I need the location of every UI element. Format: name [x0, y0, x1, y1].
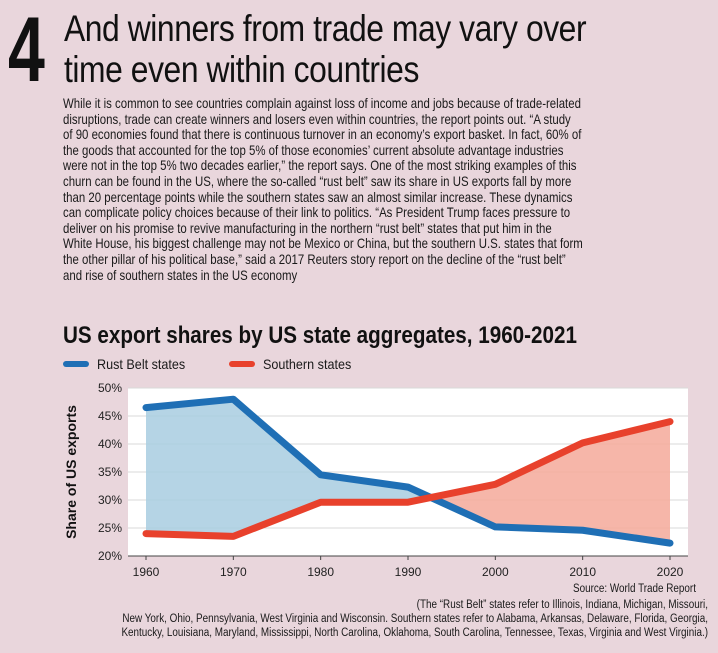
data-point-southern [494, 483, 497, 486]
x-tick-label: 2020 [657, 565, 684, 579]
chart-title: US export shares by US state aggregates,… [63, 322, 577, 349]
data-point-southern [669, 420, 671, 423]
source-note: Source: World Trade Report [573, 583, 696, 595]
section-number: 4 [8, 0, 45, 101]
body-line: than 20 percentage points while the sout… [63, 189, 573, 205]
headline-line: time even within countries [64, 49, 419, 90]
y-tick-label: 45% [98, 409, 122, 423]
data-point-rust-belt [581, 529, 584, 532]
legend-item-southern: Southern states [229, 356, 361, 372]
body-line: can complicate policy choices because of… [63, 205, 571, 221]
y-tick-label: 40% [98, 437, 122, 451]
legend-label: Rust Belt states [97, 356, 186, 372]
body-line: White House, his biggest challenge may n… [63, 236, 583, 252]
data-point-southern [407, 501, 409, 504]
y-axis-label: Share of US exports [63, 405, 79, 539]
data-point-rust-belt [669, 542, 671, 545]
headline: And winners from trade may vary over tim… [64, 8, 704, 90]
legend-label: Southern states [263, 356, 352, 372]
data-point-rust-belt [319, 473, 322, 476]
legend-swatch-rust-belt [63, 361, 89, 367]
x-tick-label: 1980 [307, 565, 334, 579]
body-line: of 90 economies found that there is cont… [63, 127, 582, 143]
data-point-southern [319, 501, 322, 504]
footnote-line: Kentucky, Louisiana, Maryland, Mississip… [121, 627, 708, 639]
body-line: and rise of southern states in the US ec… [63, 267, 298, 283]
legend-item-rust-belt: Rust Belt states [63, 356, 195, 372]
line-area-chart: 50% 45% 40% 35% 30% 25% 20% 1960 1970 1980 1990 200… [63, 381, 688, 579]
x-tick-label: 1960 [133, 565, 160, 579]
body-line: were not in the top 5% two decades earli… [63, 158, 577, 174]
body-line: the goods that accounted for the top 5% … [63, 142, 564, 158]
data-point-rust-belt [145, 406, 147, 409]
x-tick-label: 1970 [220, 565, 247, 579]
x-tick-label: 1990 [395, 565, 422, 579]
body-line: deliver on his promise to revive manufac… [63, 220, 552, 236]
area-southern-lead [430, 421, 670, 544]
data-point-southern [581, 441, 584, 444]
body-line: disruptions, trade can create winners an… [63, 111, 571, 127]
footnote-line: New York, Ohio, Pennsylvania, West Virgi… [122, 613, 709, 625]
chart-legend: Rust Belt states Southern states [63, 354, 395, 374]
x-tick-label: 2010 [569, 565, 596, 579]
y-tick-label: 35% [98, 465, 122, 479]
y-tick-label: 50% [98, 381, 122, 395]
footnote: (The “Rust Belt” states refer to Illinoi… [0, 598, 708, 640]
y-tick-label: 30% [98, 493, 122, 507]
body-line: churn can be found in the US, where the … [63, 173, 572, 189]
body-line: the other pillar of his political base,”… [63, 251, 566, 267]
article-body: While it is common to see countries comp… [63, 96, 711, 283]
headline-line: And winners from trade may vary over [64, 8, 587, 49]
y-tick-label: 25% [98, 521, 122, 535]
legend-swatch-southern [229, 361, 256, 367]
y-tick-label: 20% [98, 549, 122, 563]
data-point-rust-belt [494, 525, 497, 528]
data-point-southern [145, 532, 147, 535]
body-line: While it is common to see countries comp… [63, 96, 581, 111]
data-point-rust-belt [407, 486, 409, 489]
data-point-rust-belt [232, 398, 235, 401]
footnote-line: (The “Rust Belt” states refer to Illinoi… [416, 599, 708, 611]
x-tick-label: 2000 [482, 565, 509, 579]
data-point-southern [232, 535, 235, 538]
